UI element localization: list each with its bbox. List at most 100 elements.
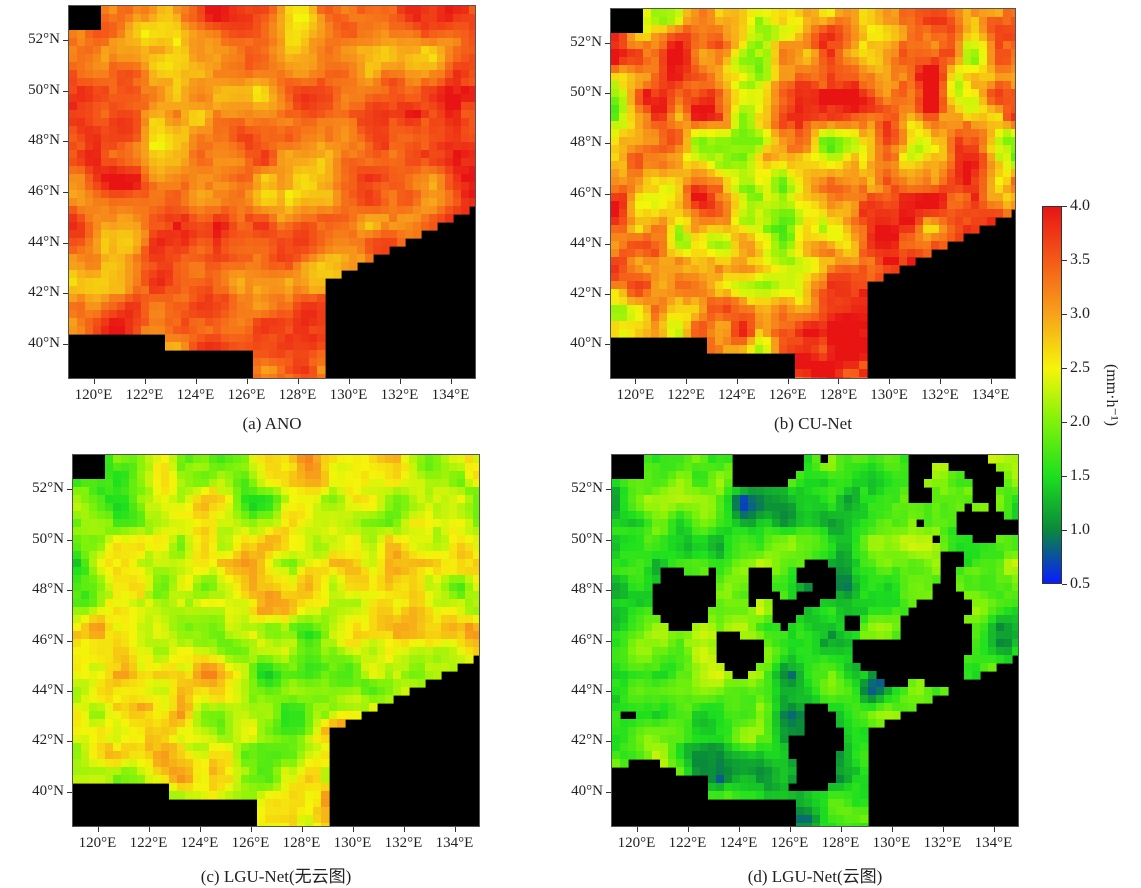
x-tick-mark — [687, 827, 689, 832]
y-tick-mark — [63, 293, 68, 295]
colorbar-tick-label: 2.0 — [1070, 413, 1090, 430]
y-tick-mark — [606, 690, 611, 692]
y-tick-label: 48°N — [570, 134, 602, 151]
x-tick-mark — [246, 379, 248, 384]
precip-field — [69, 6, 475, 378]
x-tick-label: 130°E — [333, 835, 372, 851]
x-tick-label: 122°E — [125, 387, 164, 403]
colorbar-tick-mark — [1062, 206, 1067, 207]
x-tick-label: 130°E — [872, 835, 911, 851]
y-tick-mark — [63, 242, 68, 244]
x-tick-mark — [789, 827, 791, 832]
x-tick-mark — [454, 827, 456, 832]
colorbar-tick-label: 4.0 — [1070, 197, 1090, 214]
y-tick-label: 50°N — [571, 530, 603, 547]
y-tick-mark — [605, 343, 610, 345]
y-tick-label: 44°N — [571, 681, 603, 698]
y-tick-label: 40°N — [571, 782, 603, 799]
x-tick-label: 130°E — [329, 387, 368, 403]
x-tick-mark — [942, 827, 944, 832]
y-tick-mark — [606, 741, 611, 743]
x-tick-label: 124°E — [719, 835, 758, 851]
y-tick-mark — [606, 640, 611, 642]
y-tick-mark — [605, 243, 610, 245]
y-tick-label: 50°N — [32, 530, 64, 547]
y-tick-mark — [605, 143, 610, 145]
colorbar-tick-mark — [1062, 476, 1067, 477]
precip-field — [612, 455, 1018, 826]
y-tick-label: 46°N — [32, 631, 64, 648]
colorbar-tick-label: 2.5 — [1070, 359, 1090, 376]
x-tick-label: 122°E — [129, 835, 168, 851]
x-tick-mark — [352, 827, 354, 832]
x-tick-label: 132°E — [380, 387, 419, 403]
x-tick-label: 124°E — [180, 835, 219, 851]
x-tick-label: 124°E — [718, 387, 756, 403]
x-tick-mark — [635, 379, 637, 384]
x-tick-label: 134°E — [974, 835, 1013, 851]
y-tick-mark — [63, 90, 68, 92]
x-tick-mark — [939, 379, 941, 384]
x-tick-mark — [301, 827, 303, 832]
y-tick-label: 48°N — [571, 581, 603, 598]
y-tick-mark — [63, 141, 68, 143]
colorbar-tick-label: 3.0 — [1070, 305, 1090, 322]
y-tick-mark — [606, 590, 611, 592]
y-tick-label: 46°N — [570, 184, 602, 201]
x-tick-label: 120°E — [617, 835, 656, 851]
precip-map — [610, 8, 1016, 379]
panel-caption: (b) CU-Net — [774, 414, 852, 433]
x-tick-mark — [990, 379, 992, 384]
y-tick-mark — [67, 690, 72, 692]
y-tick-mark — [606, 539, 611, 541]
colorbar — [1042, 206, 1062, 584]
colorbar-tick-label: 3.5 — [1070, 251, 1090, 268]
x-tick-label: 126°E — [227, 387, 266, 403]
y-tick-label: 44°N — [570, 234, 602, 251]
colorbar-label: (mm·h⁻¹) — [1103, 363, 1120, 427]
x-tick-label: 128°E — [821, 835, 860, 851]
x-tick-label: 126°E — [231, 835, 270, 851]
precip-map — [72, 454, 480, 827]
y-tick-mark — [67, 489, 72, 491]
precip-field — [73, 455, 479, 826]
x-tick-mark — [348, 379, 350, 384]
x-tick-mark — [686, 379, 688, 384]
colorbar-tick-label: 1.0 — [1070, 521, 1090, 538]
x-tick-label: 134°E — [971, 387, 1010, 403]
colorbar-tick-label: 0.5 — [1070, 575, 1090, 592]
y-tick-label: 52°N — [28, 31, 60, 48]
colorbar-tick-mark — [1062, 260, 1067, 261]
x-tick-label: 130°E — [870, 387, 908, 403]
y-tick-mark — [67, 791, 72, 793]
x-tick-mark — [195, 379, 197, 384]
y-tick-label: 48°N — [32, 581, 64, 598]
x-tick-mark — [250, 827, 252, 832]
y-tick-mark — [63, 343, 68, 345]
x-tick-mark — [738, 827, 740, 832]
y-tick-label: 52°N — [32, 480, 64, 497]
x-tick-label: 128°E — [282, 835, 321, 851]
x-tick-label: 128°E — [819, 387, 858, 403]
x-tick-mark — [993, 827, 995, 832]
x-tick-label: 120°E — [74, 387, 113, 403]
y-tick-label: 40°N — [570, 334, 602, 351]
y-tick-label: 42°N — [571, 732, 603, 749]
precip-map — [611, 454, 1019, 827]
x-tick-label: 122°E — [668, 835, 707, 851]
x-tick-label: 132°E — [923, 835, 962, 851]
y-tick-mark — [67, 539, 72, 541]
precip-cells — [73, 455, 479, 826]
y-tick-mark — [63, 192, 68, 193]
x-tick-mark — [787, 379, 789, 384]
colorbar-tick-mark — [1062, 530, 1067, 531]
y-tick-label: 46°N — [571, 631, 603, 648]
colorbar-tick-label: 1.5 — [1070, 467, 1090, 484]
precip-cells — [69, 6, 475, 378]
x-tick-mark — [97, 827, 99, 832]
y-tick-mark — [67, 741, 72, 743]
x-tick-mark — [93, 379, 95, 384]
x-tick-mark — [148, 827, 150, 832]
x-tick-mark — [889, 379, 891, 384]
y-tick-mark — [605, 93, 610, 95]
